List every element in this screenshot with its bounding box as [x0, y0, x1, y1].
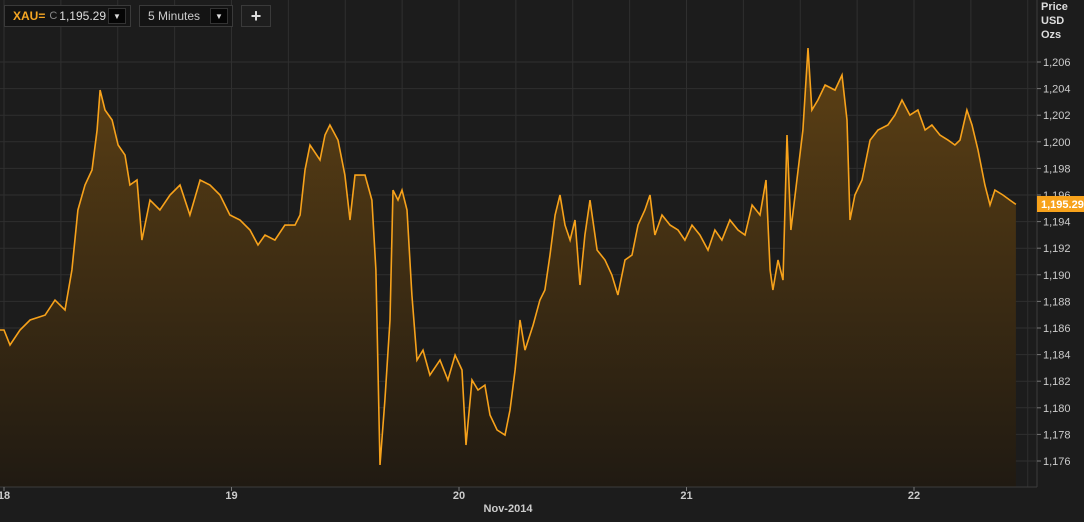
y-tick-label: 1,194 [1043, 217, 1071, 229]
y-tick-label: 1,182 [1043, 376, 1071, 388]
y-tick-label: 1,200 [1043, 137, 1071, 149]
y-tick-label: 1,202 [1043, 110, 1071, 122]
price-line [0, 47, 1017, 466]
triangle-down-icon[interactable]: ▼ [210, 8, 228, 24]
y-tick-label: 1,190 [1043, 270, 1071, 282]
price-area-fill [0, 48, 1016, 487]
y-tick-label: 1,178 [1043, 429, 1071, 441]
axis-title-line: USD [1041, 15, 1065, 27]
y-tick-label: 1,176 [1043, 456, 1071, 468]
last-value-label: 1,195.29 [1041, 199, 1084, 211]
instrument-selector[interactable]: XAU= C 1,195.29 ▼ [4, 5, 131, 27]
last-value-badge: 1,195.29 [1037, 196, 1084, 212]
x-axis: 18 19 20 21 22 [0, 487, 920, 502]
plus-icon: + [250, 5, 262, 26]
x-tick-label: 18 [0, 490, 10, 502]
triangle-down-icon[interactable]: ▼ [108, 8, 126, 24]
axis-title-line: Price [1041, 1, 1068, 13]
interval-value: 5 Minutes [148, 9, 201, 23]
chart-toolbar: XAU= C 1,195.29 ▼ 5 Minutes ▼ + [4, 5, 271, 27]
interval-selector[interactable]: 5 Minutes ▼ [139, 5, 233, 27]
x-tick-label: 19 [225, 490, 237, 502]
last-value: 1,195.29 [59, 9, 107, 23]
y-tick-label: 1,180 [1043, 403, 1071, 415]
axis-title: Price USD Ozs [1041, 0, 1068, 42]
close-prefix: C [49, 10, 58, 22]
y-tick-label: 1,192 [1043, 243, 1071, 255]
y-tick-label: 1,198 [1043, 163, 1071, 175]
x-tick-label: 21 [680, 490, 692, 502]
x-axis-label: Nov-2014 [484, 503, 534, 515]
y-tick-label: 1,204 [1043, 84, 1071, 96]
x-tick-label: 22 [908, 490, 920, 502]
y-tick-label: 1,206 [1043, 57, 1071, 69]
y-tick-label: 1,186 [1043, 323, 1071, 335]
axis-title-line: Ozs [1041, 29, 1062, 41]
x-tick-label: 20 [453, 490, 465, 502]
add-button[interactable]: + [241, 5, 271, 27]
instrument-symbol: XAU= [13, 9, 46, 23]
y-axis: 1,176 1,178 1,180 1,182 1,184 1,186 1,188 1,190… [1037, 57, 1071, 468]
y-tick-label: 1,188 [1043, 296, 1071, 308]
y-tick-label: 1,184 [1043, 350, 1071, 362]
